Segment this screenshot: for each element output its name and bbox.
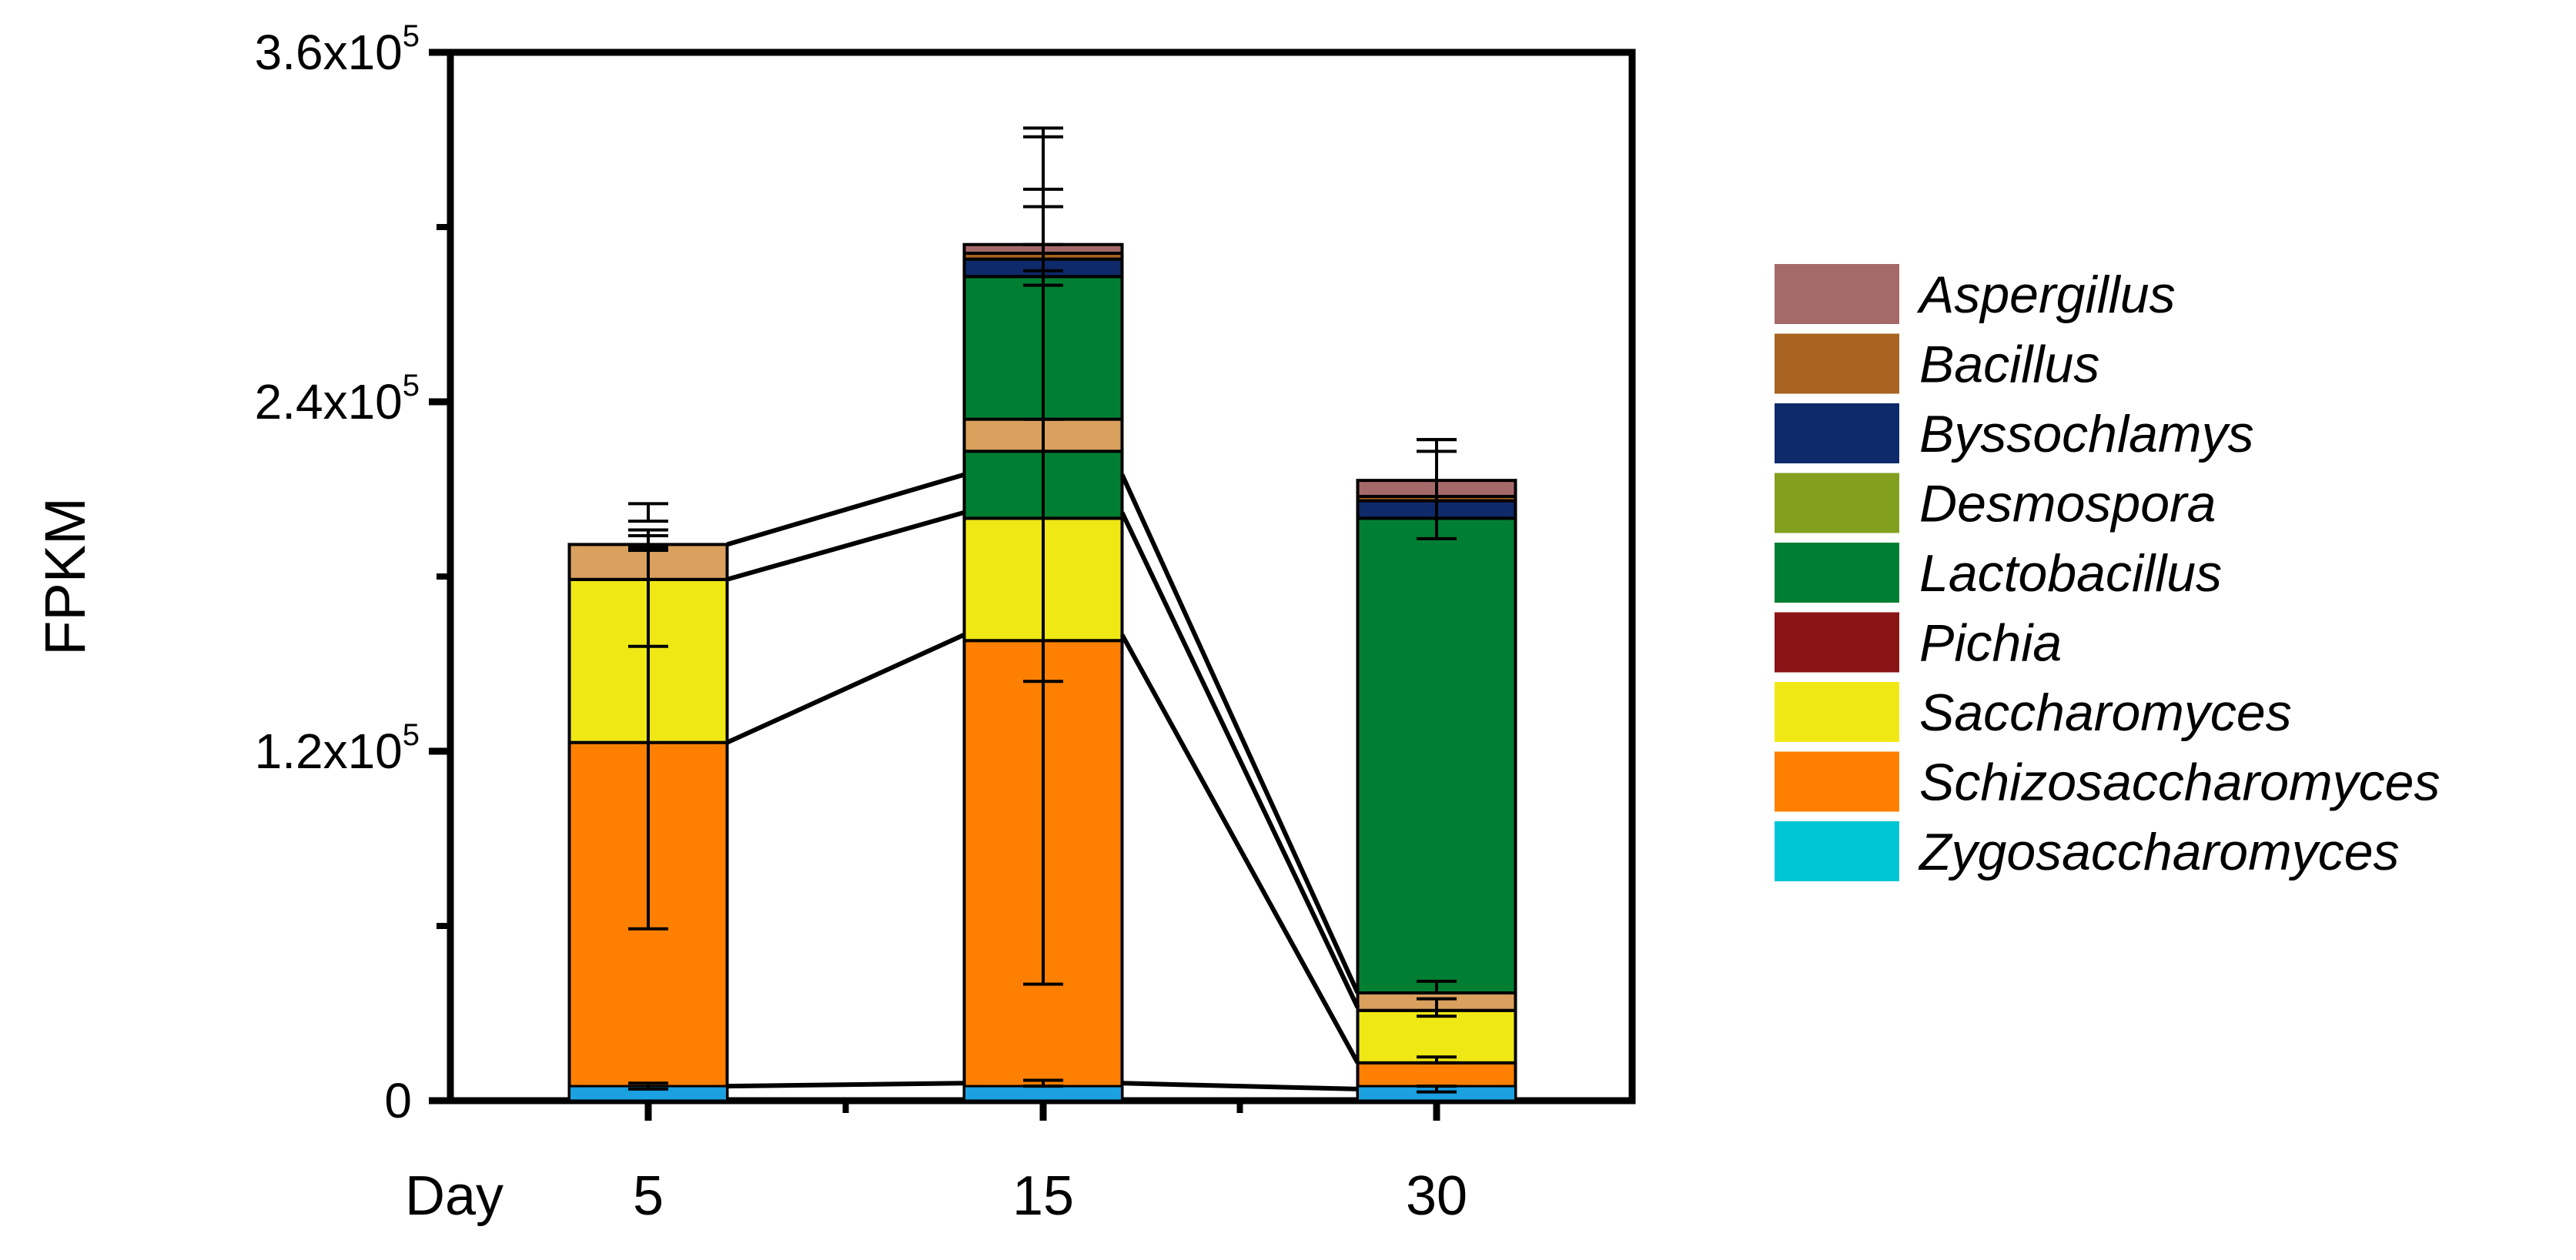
legend-swatch [1775,821,1899,881]
error-bar-day-15 [1023,1078,1063,1088]
bar-segment-saccharomyces-day-30 [1356,1008,1517,1064]
legend-label: Pichia [1919,614,2062,673]
legend-swatch [1775,333,1899,394]
legend: Aspergillus Bacillus Byssochlamys Desmospor… [1775,264,2440,881]
legend-item-zygosaccharomyces: Zygosaccharomyces [1775,821,2400,881]
y-tick-label: 2.4x105 [255,369,420,429]
legend-label: Aspergillus [1916,266,2176,324]
bars-layer [567,242,1517,1103]
connector-line-15-30 [1119,473,1360,994]
connector-lines [726,472,1360,1091]
legend-label: Byssochlamys [1919,405,2254,463]
error-bar-day-30 [1417,979,1457,995]
legend-item-saccharomyces: Saccharomyces [1775,682,2292,742]
error-bar-day-5 [628,502,668,523]
legend-item-bacillus: Bacillus [1775,333,2099,394]
connector-line-5-15 [726,632,965,745]
connector-line-15-30 [1122,1081,1358,1091]
legend-swatch [1775,403,1899,463]
connector-line-5-15 [727,1081,965,1089]
legend-swatch [1775,612,1899,673]
legend-swatch [1775,543,1899,603]
error-bar-day-30 [1417,1055,1457,1064]
error-bar-day-30 [1417,438,1457,453]
legend-item-schizosaccharomyces: Schizosaccharomyces [1775,751,2440,812]
connector-line-5-15 [726,510,965,582]
x-tick-label: 30 [1406,1165,1467,1227]
axes: 0 1.2x105 2.4x105 3.6x105 FPKM 5 15 30 Day [33,19,1467,1227]
connector-line-15-30 [1119,511,1360,1009]
error-bar-day-30 [1417,1085,1457,1094]
legend-swatch [1775,751,1899,812]
legend-item-lactobacillus: Lactobacillus [1775,543,2222,603]
connector-line-5-15 [726,472,965,547]
legend-swatch [1775,264,1899,324]
x-tick-label: 15 [1012,1165,1074,1227]
y-tick-label: 1.2x105 [255,718,420,779]
legend-label: Schizosaccharomyces [1919,754,2440,812]
error-bar-day-5 [628,1081,668,1091]
error-bar-day-15 [1023,187,1063,209]
y-axis-label: FPKM [33,497,97,656]
connector-line-15-30 [1119,633,1360,1064]
legend-label: Lactobacillus [1919,544,2222,603]
error-bar-day-5 [628,528,668,550]
x-tick-label: 5 [633,1165,664,1227]
legend-label: Saccharomyces [1919,683,2292,742]
x-axis-title: Day [405,1165,503,1227]
y-tick-label: 3.6x105 [255,19,420,80]
legend-item-desmospora: Desmospora [1775,473,2216,533]
error-bar-day-30 [1417,997,1457,1018]
legend-item-byssochlamys: Byssochlamys [1775,403,2254,463]
y-tick-label: 0 [384,1073,412,1128]
bar-segment-base-day-15 [963,1085,1123,1102]
error-bars [628,126,1457,1094]
legend-item-aspergillus: Aspergillus [1775,264,2176,324]
legend-swatch [1775,682,1899,742]
legend-label: Zygosaccharomyces [1918,823,2400,881]
legend-label: Bacillus [1919,336,2099,394]
legend-label: Desmospora [1919,475,2216,533]
legend-swatch [1775,473,1899,533]
legend-item-pichia: Pichia [1775,612,2062,673]
bar-segment-lactobacillus-day-30 [1356,516,1517,1012]
